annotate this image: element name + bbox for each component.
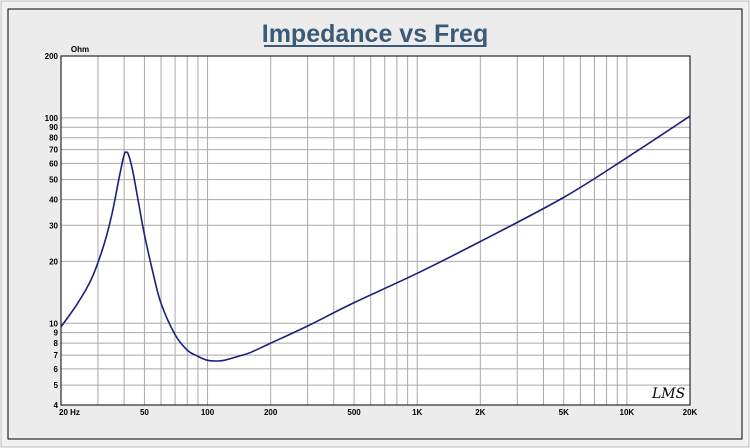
x-tick-label: 10K xyxy=(620,408,635,417)
y-tick-label: 200 xyxy=(45,52,59,61)
x-tick-label: 20K xyxy=(683,408,698,417)
y-tick-label: 7 xyxy=(54,351,59,360)
impedance-curve xyxy=(60,115,691,362)
x-tick-label: 5K xyxy=(559,408,569,417)
y-tick-label: 10 xyxy=(49,319,58,328)
lms-watermark: LMS xyxy=(651,386,685,402)
y-tick-label: 70 xyxy=(49,146,58,155)
y-tick-label: 20 xyxy=(49,257,58,266)
grid-lines xyxy=(61,56,690,405)
plot-area xyxy=(61,56,690,405)
chart-title: Impedance vs Freq xyxy=(262,20,488,48)
x-axis-ticks: 20 Hz 50 100 200 500 1K 2K 5K 10K 20K xyxy=(59,408,698,417)
y-tick-label: 60 xyxy=(49,159,58,168)
y-tick-label: 8 xyxy=(54,339,59,348)
plot-border xyxy=(60,55,691,406)
y-tick-label: 80 xyxy=(49,134,58,143)
y-tick-label: 4 xyxy=(54,401,59,410)
y-tick-label: 100 xyxy=(45,114,59,123)
y-tick-label: 9 xyxy=(54,329,59,338)
y-tick-label: 5 xyxy=(54,381,59,390)
y-tick-label: 90 xyxy=(49,123,58,132)
x-tick-label: 20 Hz xyxy=(59,408,80,417)
x-tick-label: 50 xyxy=(140,408,149,417)
x-tick-label: 100 xyxy=(201,408,215,417)
y-tick-label: 6 xyxy=(54,365,59,374)
x-tick-label: 500 xyxy=(347,408,361,417)
y-tick-label: 50 xyxy=(49,176,58,185)
y-tick-label: 30 xyxy=(49,221,58,230)
y-tick-label: 40 xyxy=(49,196,58,205)
y-axis-unit-label: Ohm xyxy=(71,45,89,54)
x-tick-label: 2K xyxy=(475,408,485,417)
x-tick-label: 200 xyxy=(264,408,278,417)
x-tick-label: 1K xyxy=(412,408,422,417)
